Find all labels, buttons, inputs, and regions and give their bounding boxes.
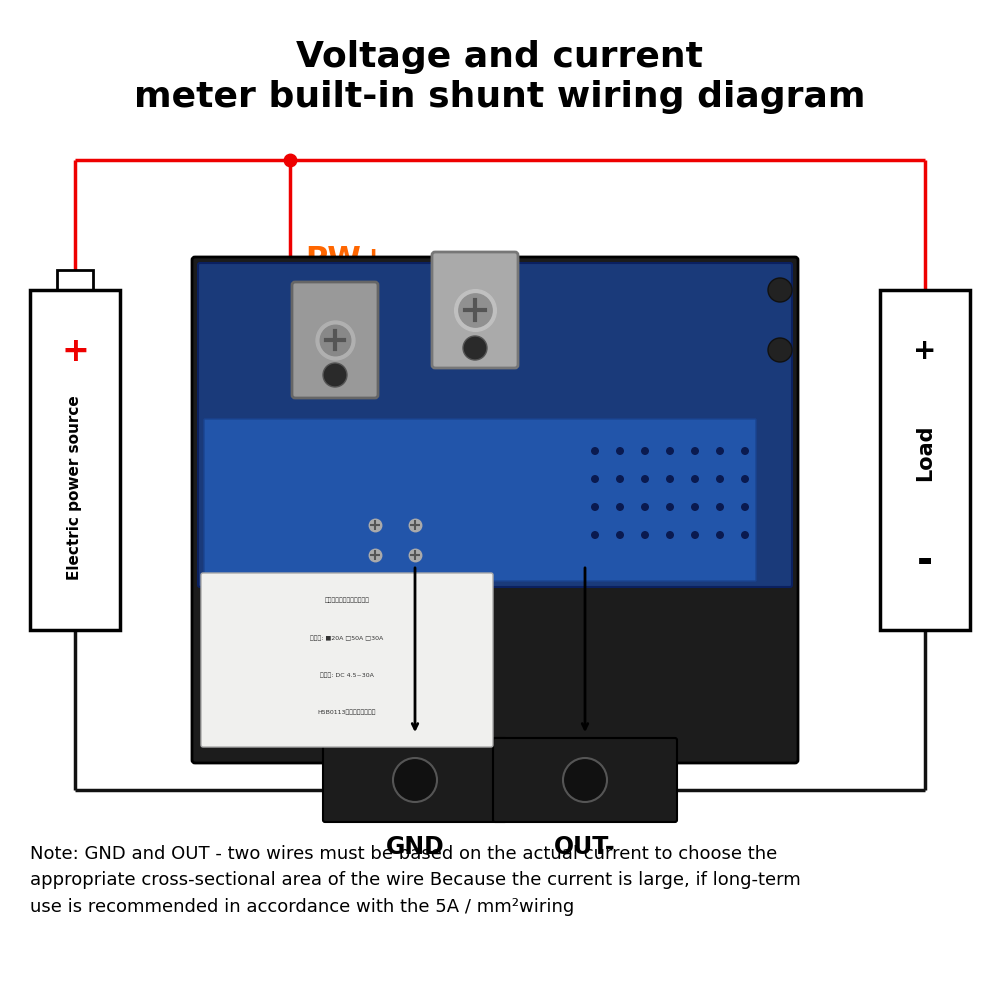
Circle shape	[641, 531, 649, 539]
Circle shape	[591, 447, 599, 455]
Circle shape	[591, 531, 599, 539]
Text: +: +	[913, 337, 937, 365]
Circle shape	[666, 531, 674, 539]
Circle shape	[768, 278, 792, 302]
FancyBboxPatch shape	[493, 738, 677, 822]
FancyBboxPatch shape	[292, 282, 378, 398]
Bar	[880, 290, 970, 630]
Text: Electric power source: Electric power source	[68, 395, 82, 580]
Circle shape	[616, 531, 624, 539]
Circle shape	[741, 503, 749, 511]
Text: Load: Load	[915, 425, 935, 481]
Circle shape	[563, 758, 607, 802]
FancyBboxPatch shape	[204, 419, 756, 581]
Circle shape	[463, 336, 487, 360]
Circle shape	[591, 475, 599, 483]
FancyBboxPatch shape	[198, 263, 792, 587]
Circle shape	[691, 447, 699, 455]
FancyBboxPatch shape	[432, 252, 518, 368]
Text: PW+: PW+	[305, 245, 386, 274]
Circle shape	[691, 503, 699, 511]
Circle shape	[716, 531, 724, 539]
Text: Voltage and current: Voltage and current	[296, 40, 704, 74]
Text: 源电压: DC 4.5~30A: 源电压: DC 4.5~30A	[320, 673, 374, 678]
Circle shape	[666, 447, 674, 455]
Circle shape	[641, 447, 649, 455]
FancyBboxPatch shape	[201, 573, 493, 747]
Circle shape	[641, 475, 649, 483]
Text: 源电流: ■20A □50A □30A: 源电流: ■20A □50A □30A	[310, 635, 384, 641]
Circle shape	[641, 503, 649, 511]
Circle shape	[716, 475, 724, 483]
Circle shape	[768, 338, 792, 362]
Circle shape	[323, 363, 347, 387]
Circle shape	[716, 447, 724, 455]
Circle shape	[666, 503, 674, 511]
Circle shape	[616, 503, 624, 511]
Circle shape	[716, 503, 724, 511]
Text: GND: GND	[386, 835, 444, 859]
Circle shape	[616, 475, 624, 483]
FancyBboxPatch shape	[323, 738, 507, 822]
Circle shape	[393, 758, 437, 802]
Text: H5B0113显示电压正显电压: H5B0113显示电压正显电压	[318, 710, 376, 715]
Text: 数显双显正反接电压电流表: 数显双显正反接电压电流表	[324, 598, 370, 603]
Circle shape	[616, 447, 624, 455]
Circle shape	[741, 447, 749, 455]
Circle shape	[741, 531, 749, 539]
Circle shape	[666, 475, 674, 483]
Text: +: +	[61, 335, 89, 368]
Circle shape	[591, 503, 599, 511]
Text: meter built-in shunt wiring diagram: meter built-in shunt wiring diagram	[134, 80, 866, 114]
FancyBboxPatch shape	[192, 257, 798, 763]
Bar	[30, 290, 120, 630]
Text: -: -	[917, 543, 933, 581]
Circle shape	[691, 475, 699, 483]
Circle shape	[691, 531, 699, 539]
Bar	[57, 270, 93, 290]
Text: OUT-: OUT-	[554, 835, 616, 859]
Circle shape	[741, 475, 749, 483]
Text: Note: GND and OUT - two wires must be based on the actual current to choose the
: Note: GND and OUT - two wires must be ba…	[30, 845, 801, 916]
